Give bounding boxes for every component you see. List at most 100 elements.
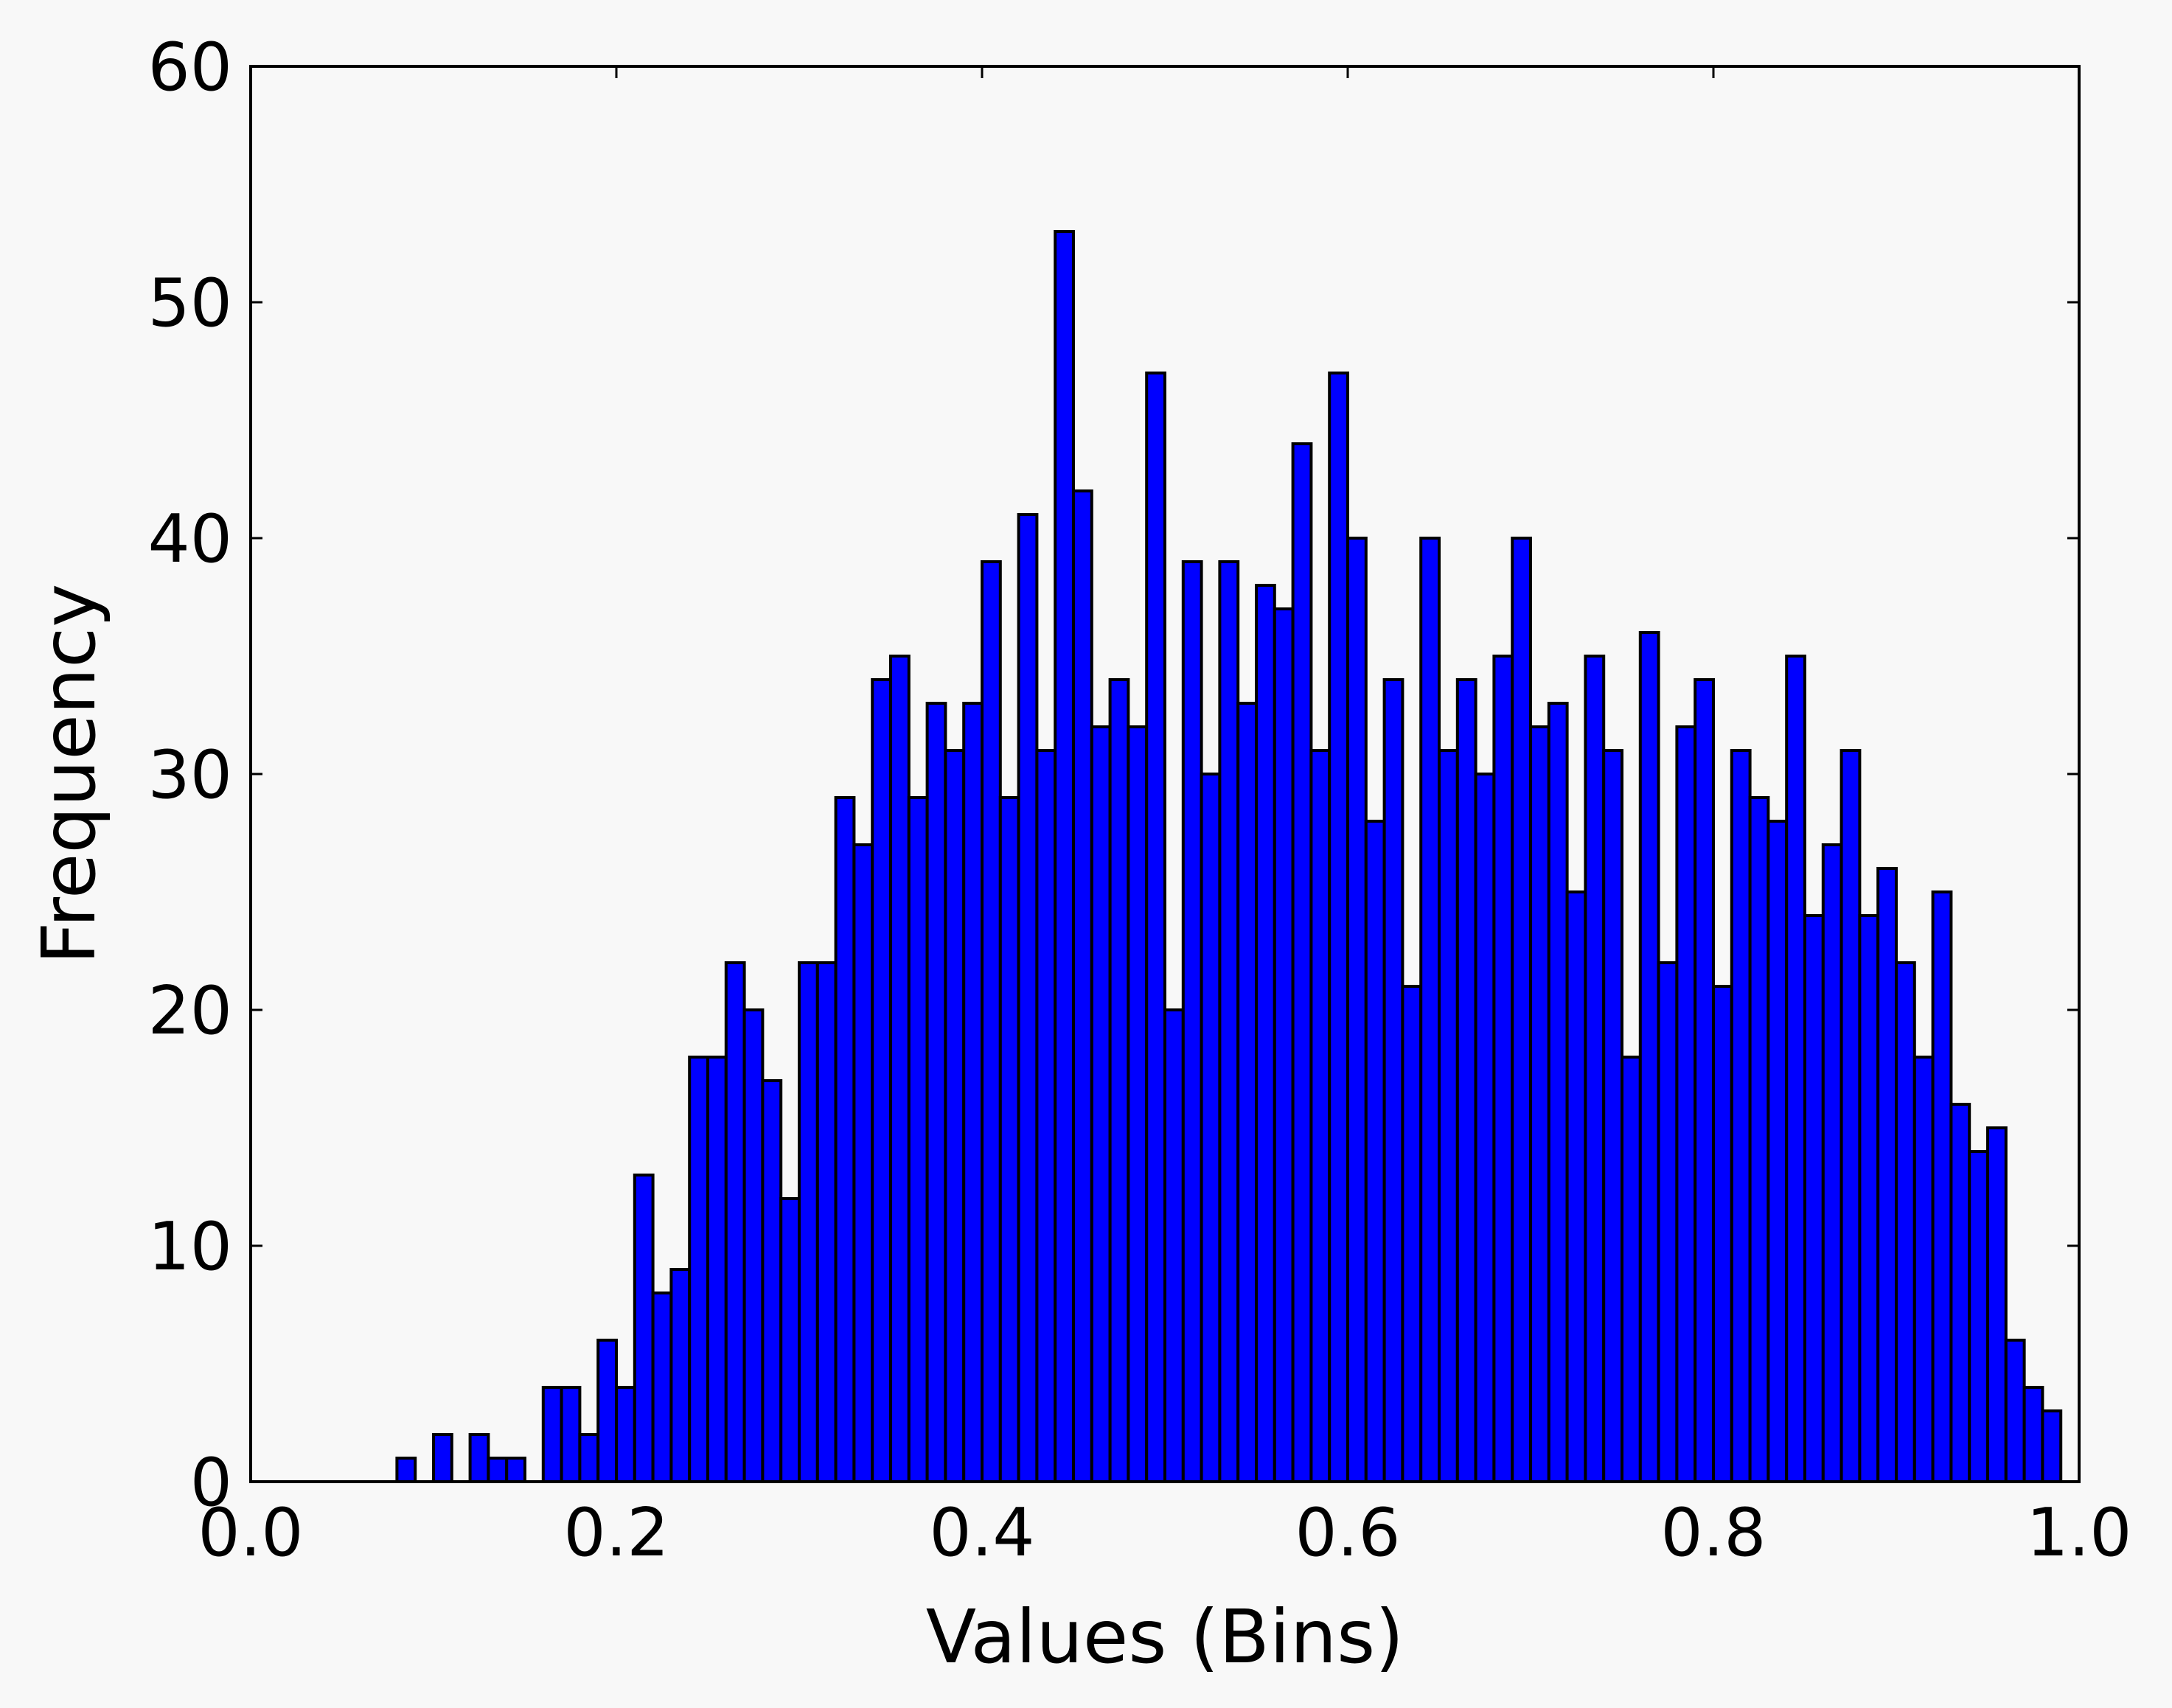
histogram-bar [1748, 796, 1770, 1483]
y-tick-label: 0 [190, 1444, 232, 1521]
histogram-bar [1675, 725, 1697, 1483]
histogram-bar [633, 1174, 655, 1483]
histogram-bar [1785, 655, 1806, 1483]
histogram-bar [1127, 725, 1149, 1483]
histogram-bar [1565, 890, 1587, 1483]
histogram-bar [1364, 820, 1386, 1483]
histogram-bar [1767, 820, 1789, 1483]
histogram-bar [1529, 725, 1550, 1483]
x-tick-label: 0.8 [1660, 1494, 1766, 1572]
histogram-bar [1108, 678, 1130, 1483]
histogram-bar [815, 961, 838, 1483]
histogram-bar [1255, 584, 1276, 1483]
x-tick-label: 0.0 [198, 1494, 303, 1572]
histogram-bar [1145, 372, 1166, 1483]
histogram-bar [1602, 749, 1623, 1483]
histogram-bar [1090, 725, 1112, 1483]
histogram-bar [1346, 537, 1368, 1483]
histogram-bar [779, 1197, 801, 1483]
histogram-bar [1986, 1126, 2008, 1483]
histogram-bar [1821, 843, 1843, 1483]
histogram-bar [432, 1433, 453, 1483]
histogram-bar [1730, 749, 1752, 1483]
histogram-bar [505, 1457, 527, 1483]
histogram-bar [395, 1457, 417, 1483]
histogram-bar [487, 1457, 509, 1483]
histogram-bar [1401, 985, 1423, 1483]
histogram-bar [761, 1079, 783, 1483]
y-tick-labels: 0 10 20 30 40 50 60 [147, 29, 232, 1521]
histogram-bar [1017, 513, 1039, 1483]
histogram-bar [1968, 1150, 1989, 1483]
histogram-bar [1803, 914, 1825, 1483]
histogram-bar [724, 961, 746, 1483]
histogram-bar [1876, 867, 1898, 1483]
histogram-bar [1419, 537, 1441, 1483]
histogram-bar [2041, 1409, 2063, 1483]
histogram-bar [1438, 749, 1459, 1483]
histogram-bar [889, 655, 911, 1483]
histogram-bar [962, 702, 984, 1483]
y-axis-title: Frequency [26, 584, 112, 965]
histogram-bar [706, 1056, 728, 1483]
y-tick-label: 20 [147, 972, 232, 1050]
histogram-bar [944, 749, 966, 1483]
histogram-bar [541, 1386, 563, 1483]
histogram-bar [1072, 489, 1093, 1483]
y-tick-label: 50 [147, 265, 232, 342]
histogram-bar [1382, 678, 1405, 1483]
histogram-bar [1621, 1056, 1642, 1483]
histogram-bar [925, 702, 947, 1483]
y-tick-label: 30 [147, 736, 232, 814]
histogram-bar [1328, 372, 1349, 1483]
histogram-bar [798, 961, 819, 1483]
histogram-bar [2004, 1339, 2026, 1483]
histogram-bar [651, 1292, 673, 1483]
bars-group [395, 230, 2063, 1483]
histogram-bar [578, 1433, 600, 1483]
y-tick-label: 60 [147, 29, 232, 106]
histogram-bar [1638, 631, 1660, 1483]
histogram-bar [669, 1268, 692, 1483]
histogram-bar [560, 1386, 582, 1483]
histogram-bar [1858, 914, 1880, 1483]
histogram-bar [998, 796, 1020, 1483]
x-tick-label: 1.0 [2026, 1494, 2131, 1572]
histogram-bar [907, 796, 929, 1483]
histogram-bar [834, 796, 856, 1483]
histogram-bar [1291, 442, 1313, 1483]
histogram-bar [1035, 749, 1057, 1483]
y-tick-label: 40 [147, 501, 232, 578]
histogram-bar [1912, 1056, 1935, 1483]
x-tick-label: 0.4 [929, 1494, 1034, 1572]
histogram-bar [468, 1433, 490, 1483]
histogram-bar [1236, 702, 1258, 1483]
histogram-bar [1181, 560, 1203, 1483]
histogram-bar [1584, 655, 1606, 1483]
histogram-bar [871, 678, 892, 1483]
histogram-bar [1309, 749, 1332, 1483]
histogram-bar [1200, 773, 1222, 1483]
histogram-bar [1511, 537, 1532, 1483]
histogram-bar [1455, 678, 1477, 1483]
histogram-bar [1273, 607, 1295, 1483]
histogram-bar [1839, 749, 1862, 1483]
histogram-bar [742, 1008, 765, 1483]
histogram-bar [1949, 1103, 1971, 1483]
x-axis-title: Values (Bins) [926, 1594, 1404, 1680]
histogram-bar [1895, 961, 1916, 1483]
histogram-bar [1931, 890, 1953, 1483]
histogram-bar [1054, 230, 1075, 1483]
histogram-bar [1163, 1008, 1185, 1483]
histogram-bar [1492, 655, 1514, 1483]
histogram-bar [1547, 702, 1569, 1483]
x-tick-label: 0.2 [563, 1494, 669, 1572]
histogram-bar [852, 843, 874, 1483]
histogram-bar [615, 1386, 636, 1483]
histogram-bar [1657, 961, 1679, 1483]
histogram-bar [981, 560, 1002, 1483]
histogram-bar [1218, 560, 1240, 1483]
y-tick-label: 10 [147, 1208, 232, 1286]
histogram-bar [2022, 1386, 2044, 1483]
